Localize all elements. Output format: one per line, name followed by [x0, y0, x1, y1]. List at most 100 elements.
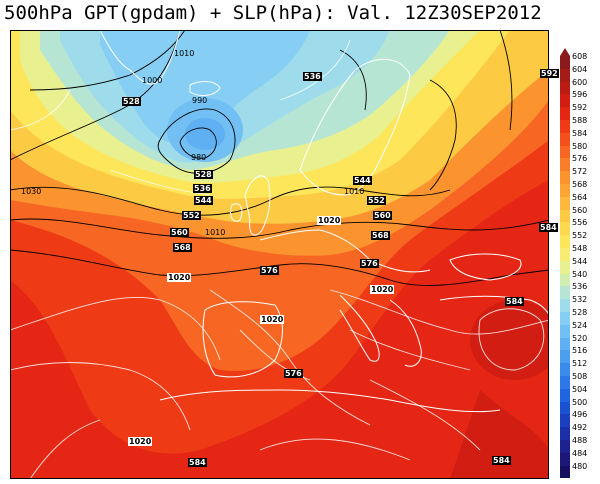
scale-swatch — [560, 260, 570, 274]
scale-tick-label: 604 — [572, 64, 588, 74]
slp-isobar-label: 1010 — [174, 49, 195, 58]
slp-isobars — [10, 30, 549, 286]
slp-isobar-label: 990 — [192, 96, 208, 105]
scale-swatch — [560, 324, 570, 338]
slp-isobar-label: 1020 — [128, 437, 153, 446]
slp-isobar-label: 1000 — [142, 76, 163, 85]
chart-title: 500hPa GPT(gpdam) + SLP(hPa): Val. 12Z30… — [4, 2, 542, 24]
scale-swatch — [560, 56, 570, 69]
gpt-contour-label: 528 — [194, 170, 213, 179]
scale-tick-label: 584 — [572, 128, 588, 138]
scale-tick-label: 524 — [572, 320, 588, 330]
scale-tick-label: 580 — [572, 141, 588, 151]
scale-arrow-top — [560, 48, 570, 56]
slp-isobar-label: 1020 — [260, 315, 285, 324]
gpt-contour-label: 576 — [284, 369, 303, 378]
scale-tick-label: 568 — [572, 180, 588, 189]
gpt-contour-label: 544 — [194, 196, 213, 205]
scale-swatch — [560, 94, 570, 108]
scale-swatch — [560, 158, 570, 172]
scale-swatch — [560, 388, 570, 402]
gpt-contour-label: 528 — [122, 97, 141, 106]
gpt-contour-label: 584 — [505, 297, 524, 306]
field-600-south — [450, 390, 549, 479]
scale-tick-label: 532 — [572, 295, 588, 305]
slp-isobar-label: 980 — [191, 153, 207, 162]
scale-swatch — [560, 286, 570, 300]
scale-tick-label: 536 — [572, 282, 588, 292]
scale-tick-label: 484 — [572, 448, 588, 458]
scale-tick-label: 540 — [572, 269, 588, 279]
scale-swatch — [560, 68, 570, 82]
gpt-contour-label: 536 — [193, 184, 212, 193]
gpt-contour-label: 568 — [173, 243, 192, 252]
coastlines — [99, 30, 549, 413]
scale-tick-label: 592 — [572, 103, 588, 113]
scale-tick-label: 520 — [572, 333, 588, 343]
gpt-contour-label: 536 — [303, 72, 322, 81]
gpt-contour-label: 552 — [182, 211, 201, 220]
scale-swatch — [560, 312, 570, 325]
slp-isobar-label: 1010 — [205, 228, 226, 237]
scale-tick-label: 576 — [572, 154, 588, 164]
scale-swatch — [560, 299, 570, 312]
scale-swatch — [560, 465, 570, 479]
scale-swatch — [560, 363, 570, 376]
gpt-contour-label: 592 — [540, 69, 559, 78]
scale-tick-label: 588 — [572, 116, 588, 125]
slp-isobar-label: 1020 — [167, 273, 192, 282]
scale-swatch — [560, 120, 570, 133]
scale-tick-label: 556 — [572, 218, 588, 228]
scale-swatch — [560, 440, 570, 453]
scale-tick-label: 480 — [572, 461, 588, 471]
scale-swatch — [560, 209, 570, 223]
scale-swatch — [560, 196, 570, 210]
gpt-contour-label: 584 — [188, 458, 207, 467]
slp-isobar-label: 1020 — [317, 216, 342, 225]
scale-swatch — [560, 145, 570, 159]
scale-swatch — [560, 235, 570, 248]
scale-swatch — [560, 184, 570, 197]
gpt-contour-label: 568 — [371, 231, 390, 240]
scale-swatch — [560, 401, 570, 415]
scale-swatch — [560, 350, 570, 364]
scale-tick-label: 528 — [572, 308, 588, 317]
scale-tick-label: 560 — [572, 205, 588, 215]
slp-isobar-label: 1020 — [370, 285, 395, 294]
scale-tick-label: 504 — [572, 384, 588, 394]
slp-isobar-label: 1030 — [21, 187, 42, 196]
scale-swatch — [560, 248, 570, 261]
field-520 — [100, 30, 310, 144]
gpt-contour-label: 560 — [170, 228, 189, 237]
gpt-contour-label: 560 — [373, 211, 392, 220]
scale-swatch — [560, 337, 570, 351]
gpt-contour-label: 576 — [360, 259, 379, 268]
scale-swatch — [560, 171, 570, 184]
slp-isobar-label: 1010 — [344, 187, 365, 196]
scale-swatch — [560, 376, 570, 389]
color-scale: 608 604 600 596 592 588 584 580 576 572 568 564 560 5… — [556, 48, 600, 480]
scale-tick-label: 500 — [572, 397, 588, 407]
scale-tick-label: 552 — [572, 231, 588, 241]
scale-swatch — [560, 452, 570, 466]
scale-tick-label: 516 — [572, 346, 588, 356]
scale-tick-label: 488 — [572, 436, 588, 445]
gpt-contours — [10, 39, 549, 479]
gpt-contour-label: 544 — [353, 176, 372, 185]
scale-tick-label: 600 — [572, 77, 588, 87]
gpt-contour-label: 584 — [539, 223, 558, 232]
scale-tick-label: 492 — [572, 423, 588, 433]
scale-tick-label: 512 — [572, 359, 588, 369]
scale-swatch — [560, 81, 570, 95]
scale-swatch — [560, 273, 570, 287]
scale-tick-label: 608 — [572, 52, 588, 61]
scale-tick-label: 564 — [572, 192, 588, 202]
scale-tick-label: 544 — [572, 256, 588, 266]
scale-swatch — [560, 132, 570, 146]
scale-tick-label: 508 — [572, 372, 588, 381]
scale-tick-label: 572 — [572, 167, 588, 177]
scale-swatch — [560, 414, 570, 428]
scale-tick-label: 596 — [572, 90, 588, 100]
field-504 — [185, 118, 225, 150]
scale-swatch — [560, 107, 570, 120]
